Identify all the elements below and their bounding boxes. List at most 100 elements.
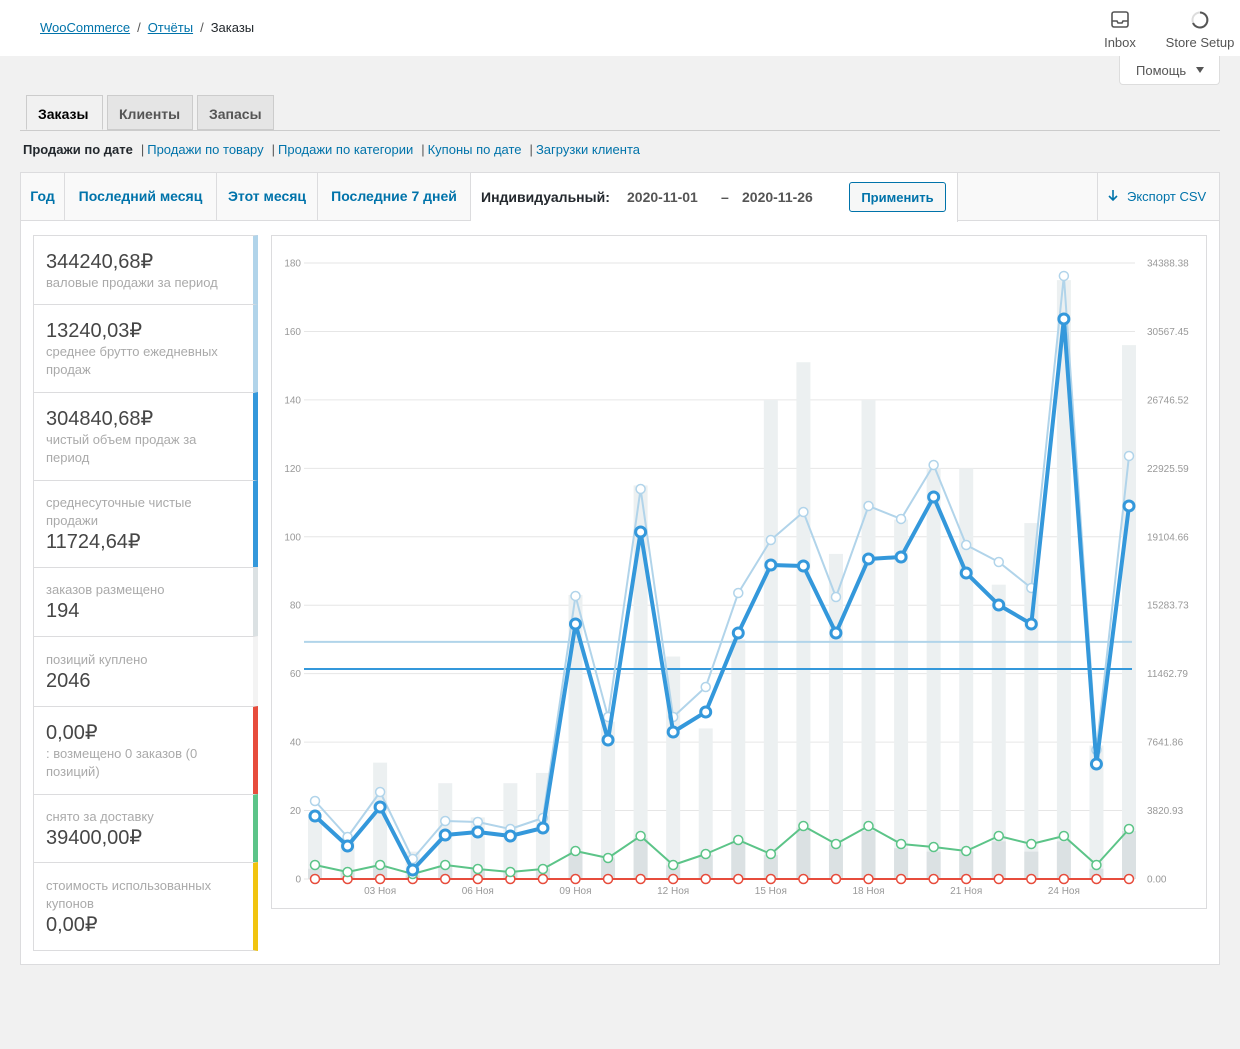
bar (601, 858, 616, 879)
date-to[interactable]: 2020-11-26 (742, 189, 813, 205)
inbox-button[interactable]: Inbox (1100, 10, 1140, 50)
point (537, 873, 549, 885)
dash: – (721, 189, 729, 205)
point (1024, 617, 1038, 631)
subnav-link[interactable]: Продажи по категории (278, 142, 414, 157)
point (960, 539, 972, 551)
separator: | (529, 142, 533, 157)
point (439, 873, 451, 885)
label: Store Setup (1165, 35, 1235, 50)
summary-label: снято за доставку (46, 809, 154, 824)
point (798, 820, 809, 832)
progress-icon (1191, 11, 1209, 29)
breadcrumb-link[interactable]: Отчёты (147, 20, 194, 35)
summary-label: среднее брутто ежедневных продаж (46, 344, 218, 377)
point (1091, 873, 1102, 885)
point (927, 490, 941, 504)
separator: | (271, 142, 276, 157)
point (733, 587, 744, 599)
y-tick-label: 40 (290, 738, 302, 749)
y2-tick-label: 15283.73 (1147, 601, 1189, 612)
summary-value: 194 (46, 600, 80, 622)
range-link[interactable]: Год (21, 173, 65, 221)
summary-item: 0,00₽: возмещено 0 заказов (0 позиций) (33, 706, 258, 795)
point (667, 873, 679, 885)
point (602, 873, 614, 885)
bar (894, 519, 909, 879)
point (765, 848, 777, 860)
bar (633, 837, 648, 879)
y-tick-label: 60 (290, 669, 302, 680)
label: Inbox (1104, 35, 1136, 50)
y2-tick-label: 30567.45 (1147, 327, 1189, 338)
bar (861, 831, 876, 879)
point (1057, 312, 1071, 326)
bar (731, 841, 746, 879)
summary-value: 39400,00₽ (46, 827, 143, 849)
point (666, 725, 680, 739)
point (1123, 823, 1135, 835)
point (406, 863, 420, 877)
bar (763, 855, 778, 879)
tab[interactable]: Запасы (197, 95, 274, 130)
point (798, 506, 809, 518)
point (570, 590, 581, 602)
separator: | (140, 142, 145, 157)
bar (926, 851, 941, 879)
point (733, 873, 744, 885)
summary-item: заказов размещено 194 (33, 567, 258, 637)
point (471, 825, 485, 839)
store-setup-button[interactable]: Store Setup (1160, 10, 1240, 50)
breadcrumb-link[interactable]: WooCommerce (40, 20, 131, 35)
point (309, 795, 321, 807)
y-tick-label: 20 (290, 806, 302, 817)
range-link[interactable]: Последние 7 дней (318, 173, 471, 221)
subnav-link[interactable]: Продажи по товару (147, 142, 264, 157)
point (439, 859, 451, 871)
point (733, 834, 744, 846)
date-from[interactable]: 2020-11-01 (627, 189, 698, 205)
subnav-link[interactable]: Загрузки клиента (535, 142, 640, 157)
bar (991, 584, 1006, 879)
help-button[interactable]: Помощь (1119, 56, 1220, 85)
point (570, 845, 581, 857)
bar (731, 639, 746, 879)
series-line (314, 824, 1130, 876)
tab[interactable]: Заказы (26, 95, 103, 130)
bar (959, 851, 974, 879)
summary-label: чистый объем продаж за период (46, 432, 197, 465)
x-tick-label: 06 Ноя (462, 886, 494, 897)
point (536, 821, 550, 835)
point (472, 873, 484, 885)
point (1026, 873, 1037, 885)
point (505, 866, 516, 878)
x-tick-label: 24 Ноя (1048, 886, 1080, 897)
range-link[interactable]: Последний месяц (65, 173, 217, 221)
download-icon (1108, 190, 1118, 202)
tab[interactable]: Клиенты (107, 95, 193, 130)
x-tick-label: 15 Ноя (755, 886, 787, 897)
point (699, 705, 713, 719)
point (1091, 859, 1102, 871)
point (374, 873, 386, 885)
point (309, 859, 321, 871)
range-link[interactable]: Этот месяц (217, 173, 318, 221)
apply-button[interactable]: Применить (849, 182, 946, 212)
export-button[interactable]: Экспорт CSV (1097, 173, 1219, 221)
label: Помощь (1136, 63, 1187, 78)
bar (1024, 523, 1039, 879)
point (895, 513, 907, 525)
separator: | (421, 142, 425, 157)
point (960, 873, 972, 885)
point (635, 483, 646, 495)
subnav-link[interactable]: Купоны по дате (427, 142, 522, 157)
bar (1122, 345, 1136, 880)
point (568, 617, 582, 631)
point (993, 873, 1005, 885)
point (1058, 270, 1070, 282)
x-tick-label: 21 Ноя (950, 886, 982, 897)
bar (698, 728, 713, 879)
breadcrumbs: WooCommerce / Отчёты / Заказы (40, 20, 254, 35)
caret (1196, 67, 1204, 77)
x-tick-label: 18 Ноя (852, 886, 884, 897)
